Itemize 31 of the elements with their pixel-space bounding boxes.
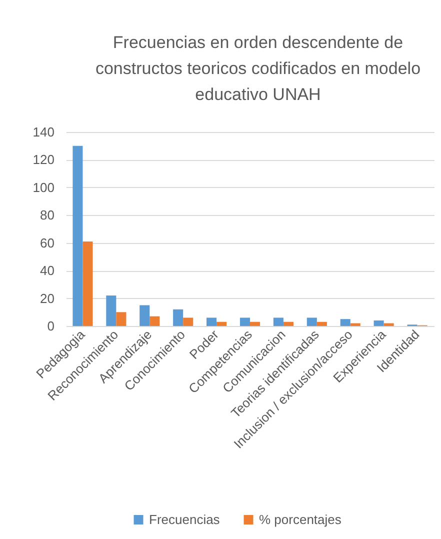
y-tick-label: 0	[47, 318, 54, 334]
bar	[72, 146, 83, 326]
bar	[374, 320, 384, 326]
bar	[173, 309, 184, 326]
y-tick-label: 140	[32, 124, 54, 140]
y-tick-label: 100	[32, 180, 54, 195]
bar	[283, 322, 294, 326]
bar	[316, 322, 327, 326]
bar	[306, 318, 317, 326]
bar	[106, 296, 116, 326]
chart-title: Frecuencias en orden descendente de constructos teoricos codificados en modelo educativo UNAH	[95, 33, 421, 104]
bar	[340, 319, 350, 326]
bar	[384, 323, 394, 326]
bar	[273, 318, 284, 326]
bar	[216, 322, 227, 326]
bar	[150, 316, 160, 326]
bar	[183, 318, 194, 326]
y-tick-label: 40	[40, 263, 54, 278]
y-tick-label: 20	[40, 290, 54, 306]
y-tick-label: 60	[40, 235, 54, 250]
legend-label: Frecuencias	[149, 512, 220, 527]
bar	[250, 322, 260, 326]
bar	[350, 323, 360, 326]
bar	[140, 305, 150, 326]
bar	[240, 318, 250, 326]
bar	[116, 312, 126, 326]
y-tick-label: 80	[40, 208, 54, 223]
y-tick-label: 120	[32, 152, 54, 168]
bar	[82, 241, 93, 326]
bar	[206, 318, 217, 326]
legend-label: % porcentajes	[259, 512, 342, 527]
